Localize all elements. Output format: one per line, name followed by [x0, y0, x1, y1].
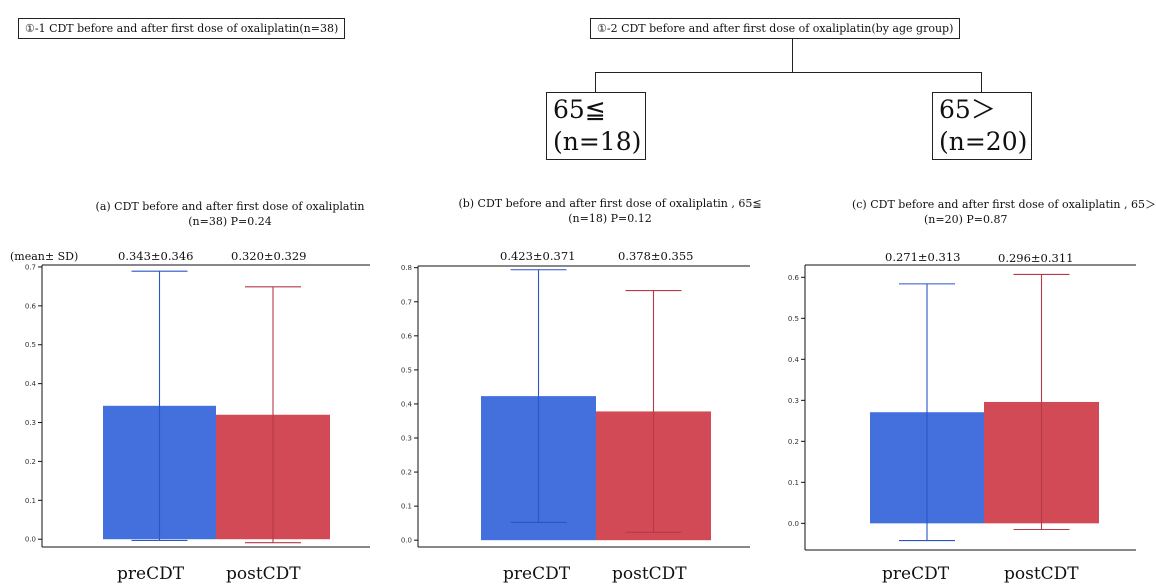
chart-subtitle-text: (n=20) P=0.87: [924, 213, 1008, 226]
y-tick-label: 0.4: [788, 356, 800, 364]
stat-label-post: 0.296±0.311: [998, 251, 1074, 265]
age-box-count: (n=18): [553, 127, 642, 156]
header-box-overall: ①-1 CDT before and after first dose of o…: [18, 18, 346, 39]
y-tick-label: 0.0: [788, 520, 799, 528]
y-tick-label: 0.2: [401, 469, 412, 477]
mean-sd-label: (mean± SD): [10, 250, 79, 263]
tree-connector-right: [981, 72, 982, 92]
chart-title-text: (b) CDT before and after first dose of o…: [458, 197, 762, 210]
y-tick-label: 0.6: [788, 274, 800, 282]
y-tick-label: 0.6: [25, 302, 37, 310]
age-box-label: 65＞: [939, 95, 996, 124]
category-label-post: postCDT: [226, 564, 301, 584]
tree-connector-horizontal: [595, 72, 982, 73]
y-tick-label: 0.4: [401, 400, 413, 408]
y-tick-label: 0.8: [401, 264, 412, 272]
y-tick-label: 0.6: [401, 332, 413, 340]
age-box-label: 65≦: [553, 95, 606, 124]
y-tick-label: 0.1: [788, 479, 799, 487]
bar-chart-a: 0.0 0.1 0.2 0.3 0.4 0.5 0.6 0.7: [25, 263, 370, 548]
chart-title: (c) CDT before and after first dose of o…: [806, 197, 1156, 227]
bar-chart-c: 0.0 0.1 0.2 0.3 0.4 0.5 0.6: [788, 264, 1136, 551]
chart-title-text: (a) CDT before and after first dose of o…: [95, 200, 365, 213]
chart-subtitle-text: (n=38) P=0.24: [188, 215, 272, 228]
category-label-post: postCDT: [1004, 564, 1079, 584]
chart-title: (b) CDT before and after first dose of o…: [440, 196, 780, 226]
stat-label-pre: 0.343±0.346: [118, 249, 194, 263]
category-label-post: postCDT: [612, 564, 687, 584]
age-box-under-65: 65＞ (n=20): [932, 92, 1033, 160]
y-tick-label: 0.5: [401, 366, 412, 374]
y-tick-label: 0.2: [788, 438, 799, 446]
category-label-pre: preCDT: [117, 564, 185, 584]
stat-label-post: 0.320±0.329: [231, 249, 307, 263]
y-tick-label: 0.7: [401, 298, 412, 306]
y-tick-label: 0.4: [25, 380, 37, 388]
header-box-age-group: ①-2 CDT before and after first dose of o…: [590, 18, 961, 39]
y-tick-label: 0.1: [401, 503, 412, 511]
y-tick-label: 0.5: [788, 315, 799, 323]
stat-label-pre: 0.423±0.371: [500, 249, 576, 263]
bar-chart-b: 0.0 0.1 0.2 0.3 0.4 0.5 0.6 0.7 0.8: [401, 264, 750, 548]
chart-subtitle-text: (n=18) P=0.12: [568, 212, 652, 225]
y-tick-label: 0.2: [25, 458, 36, 466]
y-tick-label: 0.3: [25, 419, 36, 427]
chart-title: (a) CDT before and after first dose of o…: [80, 199, 380, 229]
category-label-pre: preCDT: [882, 564, 950, 584]
y-tick-label: 0.0: [25, 536, 36, 544]
stat-label-pre: 0.271±0.313: [885, 250, 961, 264]
y-tick-label: 0.3: [401, 435, 412, 443]
tree-connector-stem: [792, 38, 793, 72]
y-tick-label: 0.0: [401, 537, 412, 545]
y-tick-label: 0.5: [25, 341, 36, 349]
category-label-pre: preCDT: [503, 564, 571, 584]
age-box-65-or-older: 65≦ (n=18): [546, 92, 647, 160]
age-box-count: (n=20): [939, 127, 1028, 156]
y-tick-label: 0.7: [25, 263, 36, 271]
tree-connector-left: [595, 72, 596, 92]
stat-label-post: 0.378±0.355: [618, 249, 694, 263]
y-tick-label: 0.3: [788, 397, 799, 405]
chart-title-text: (c) CDT before and after first dose of o…: [851, 198, 1156, 211]
y-tick-label: 0.1: [25, 497, 36, 505]
